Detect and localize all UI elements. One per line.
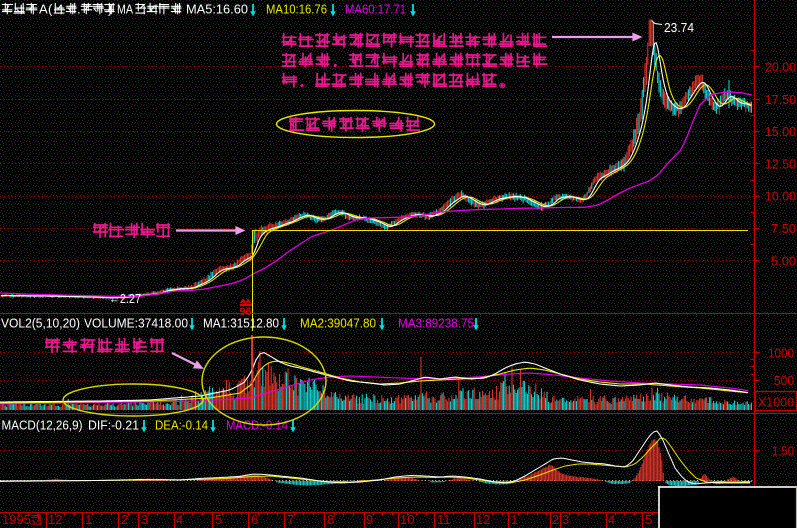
svg-text:VOL2(5,10,20): VOL2(5,10,20) <box>1 316 80 331</box>
svg-text:1000: 1000 <box>768 346 794 361</box>
svg-text:8: 8 <box>327 512 334 527</box>
svg-text:5.00: 5.00 <box>771 253 796 268</box>
svg-text:2: 2 <box>121 512 128 527</box>
svg-text:500: 500 <box>774 373 794 388</box>
svg-text:1: 1 <box>85 512 92 527</box>
svg-text:MA60:17.71: MA60:17.71 <box>345 2 406 17</box>
svg-text:17.50: 17.50 <box>765 92 796 107</box>
svg-text:2: 2 <box>552 512 559 527</box>
svg-text:MACD(12,26,9): MACD(12,26,9) <box>2 418 83 433</box>
svg-text:MA: MA <box>117 2 133 17</box>
svg-text:3: 3 <box>141 512 148 527</box>
svg-text:MA10:16.76: MA10:16.76 <box>266 2 327 17</box>
svg-text:5: 5 <box>645 512 652 527</box>
svg-text:96: 96 <box>240 306 252 318</box>
svg-text:10.00: 10.00 <box>765 189 796 204</box>
svg-text:4: 4 <box>608 512 615 527</box>
svg-text:(: ( <box>48 2 53 17</box>
svg-text:DIF:-0.21: DIF:-0.21 <box>88 418 139 433</box>
svg-text:7: 7 <box>287 512 294 527</box>
svg-text:1.50: 1.50 <box>772 444 794 459</box>
svg-text:1995: 1995 <box>2 512 31 527</box>
svg-text:10: 10 <box>400 512 414 527</box>
svg-text:1: 1 <box>511 512 518 527</box>
svg-text:MA1:31512.80: MA1:31512.80 <box>203 316 279 331</box>
svg-text:3: 3 <box>562 512 569 527</box>
svg-text:MA2:39047.80: MA2:39047.80 <box>300 316 376 331</box>
svg-text:5: 5 <box>215 512 222 527</box>
svg-text:15.00: 15.00 <box>765 124 796 139</box>
svg-text:12.50: 12.50 <box>765 156 796 171</box>
svg-text:4: 4 <box>176 512 183 527</box>
svg-text:12: 12 <box>476 512 490 527</box>
svg-text:.: . <box>77 2 81 17</box>
svg-text:X1000: X1000 <box>758 395 794 410</box>
svg-text:6: 6 <box>251 512 258 527</box>
svg-text:11: 11 <box>437 512 451 527</box>
svg-text:): ) <box>108 2 112 17</box>
svg-text:20.00: 20.00 <box>765 60 796 75</box>
svg-text:9: 9 <box>366 512 373 527</box>
svg-text:DEA:-0.14: DEA:-0.14 <box>155 418 208 433</box>
svg-text:23.74: 23.74 <box>664 20 694 35</box>
svg-text:VOLUME:37418.00: VOLUME:37418.00 <box>84 316 188 331</box>
svg-text:MA5:16.60: MA5:16.60 <box>186 2 248 17</box>
svg-text:MA3:89238.75: MA3:89238.75 <box>398 316 474 331</box>
svg-text:7.50: 7.50 <box>771 221 796 236</box>
svg-text:←2.27: ←2.27 <box>109 291 141 306</box>
svg-text:12: 12 <box>48 512 62 527</box>
svg-text:A: A <box>39 2 48 17</box>
